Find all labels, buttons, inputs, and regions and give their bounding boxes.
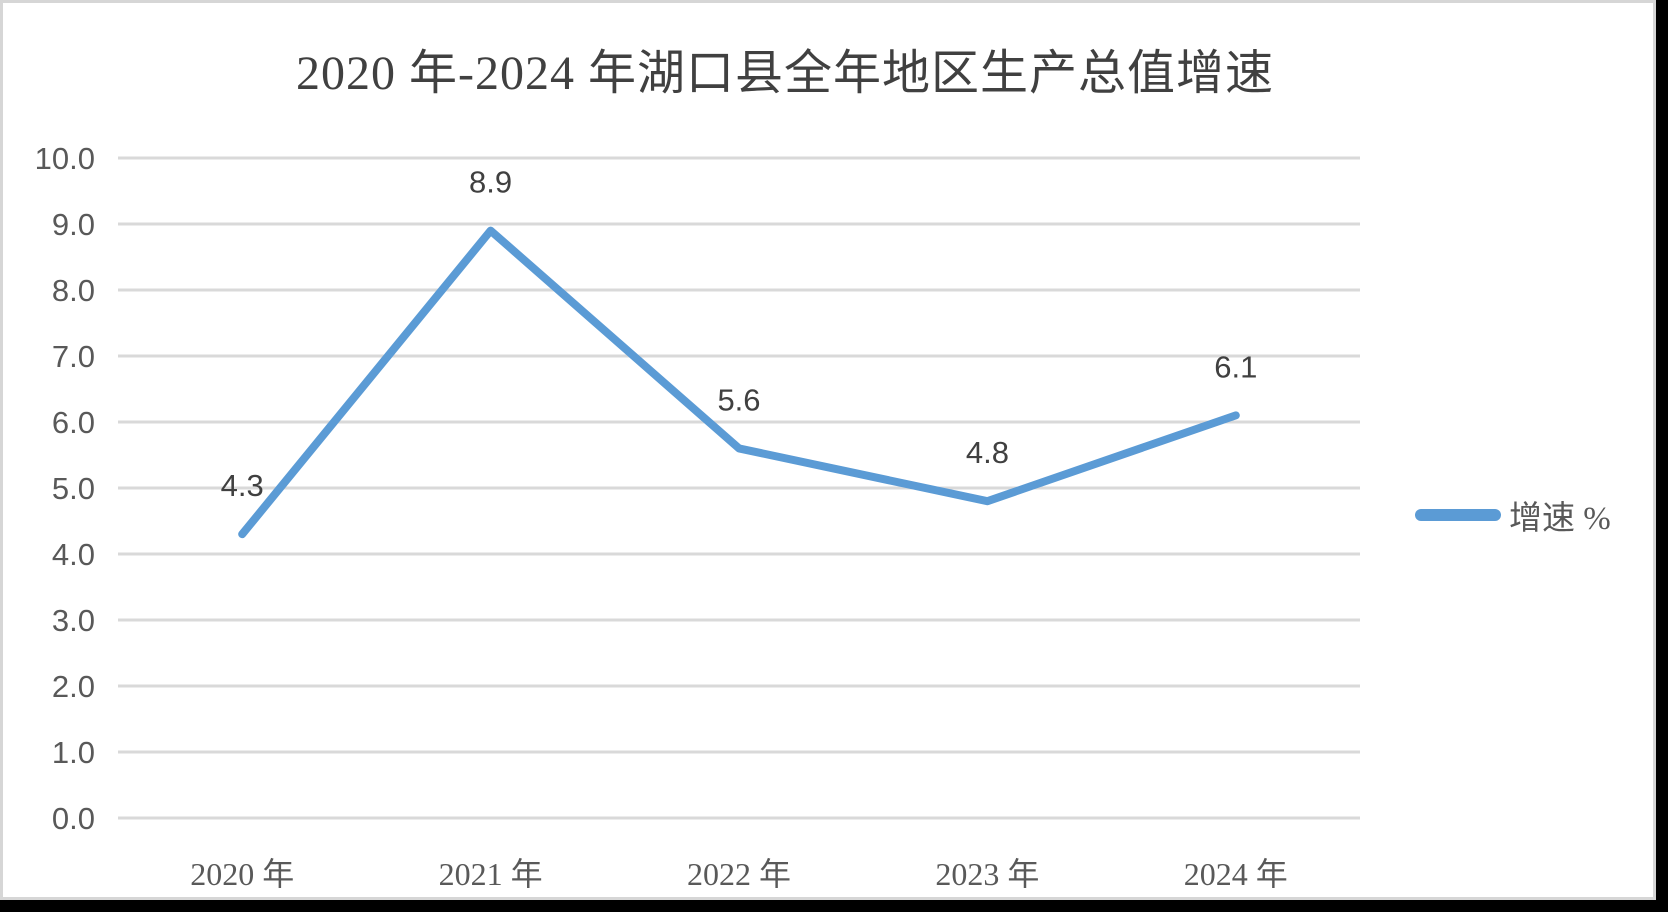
x-axis-tick-label: 2020 年: [190, 856, 294, 892]
x-axis-tick-label: 2023 年: [935, 856, 1039, 892]
data-point-label: 6.1: [1214, 349, 1257, 384]
chart-title: 2020 年-2024 年湖口县全年地区生产总值增速: [296, 47, 1274, 100]
y-axis-tick-label: 2.0: [52, 669, 95, 704]
data-point-label: 4.8: [966, 435, 1009, 470]
legend: 增速 %: [1415, 493, 1611, 537]
data-point-label: 8.9: [469, 165, 512, 200]
legend-line-marker-icon: [1415, 509, 1501, 521]
y-axis-tick-label: 4.0: [52, 537, 95, 572]
x-axis-tick-label: 2024 年: [1184, 856, 1288, 892]
y-axis-tick-label: 8.0: [52, 273, 95, 308]
data-point-label: 4.3: [221, 468, 264, 503]
legend-series-label: 增速 %: [1509, 501, 1611, 537]
chart-panel: 2020 年-2024 年湖口县全年地区生产总值增速 0.0 1.0 2.0 3.0 4…: [0, 0, 1656, 900]
y-axis-tick-label: 3.0: [52, 603, 95, 638]
x-axis-tick-label: 2021 年: [439, 856, 543, 892]
y-axis-tick-label: 1.0: [52, 735, 95, 770]
line-chart-plot-area: 0.0 1.0 2.0 3.0 4.0 5.0 6.0 7.0 8.0 9.0 10.0 2020 年…: [35, 141, 1360, 892]
y-axis-tick-label: 0.0: [52, 801, 95, 836]
y-axis-tick-label: 5.0: [52, 471, 95, 506]
x-axis-tick-label: 2022 年: [687, 856, 791, 892]
y-axis-tick-label: 9.0: [52, 207, 95, 242]
y-axis-tick-label: 7.0: [52, 339, 95, 374]
series-line: [238, 226, 1240, 539]
y-axis-tick-label: 10.0: [35, 141, 95, 176]
y-axis-tick-label: 6.0: [52, 405, 95, 440]
data-point-label: 5.6: [717, 382, 760, 417]
